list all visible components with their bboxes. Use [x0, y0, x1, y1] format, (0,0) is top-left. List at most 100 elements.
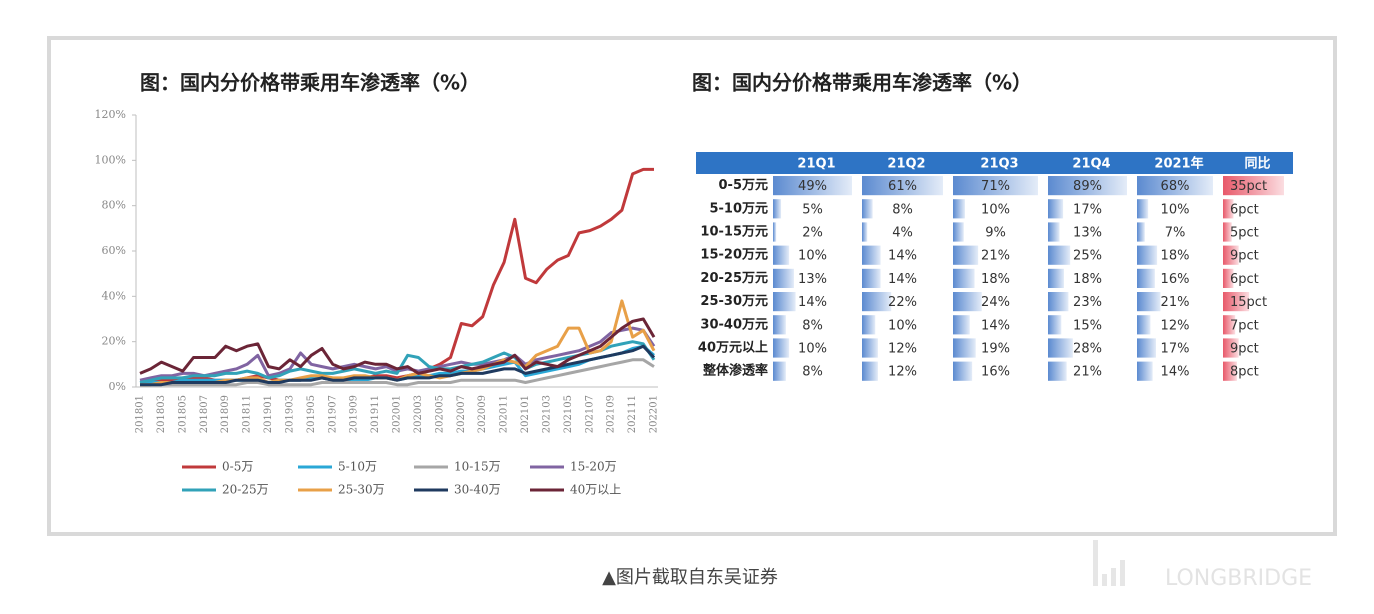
cell-value: 7%: [1165, 226, 1186, 241]
cell-value: 49%: [798, 179, 827, 194]
data-bar: [1223, 268, 1234, 288]
cell-value: 61%: [888, 179, 917, 194]
data-bar: [773, 268, 794, 288]
series-line: [139, 317, 656, 375]
watermark-icon: [1093, 540, 1125, 586]
x-tick-label: 202001: [392, 395, 403, 433]
cell-value: 12%: [888, 342, 917, 357]
cell-value: 25%: [1073, 249, 1102, 264]
y-tick-label: 0%: [109, 380, 126, 393]
data-bar: [1137, 199, 1149, 219]
column-header: 21Q2: [887, 157, 925, 172]
cell-value: 14%: [1161, 365, 1190, 380]
cell-value: 89%: [1073, 179, 1102, 194]
cell-value: 71%: [981, 179, 1010, 194]
row-label: 整体渗透率: [702, 363, 768, 379]
cell-value: 15pct: [1230, 295, 1267, 310]
x-tick-label: 201807: [199, 395, 210, 433]
cell-value: 13%: [798, 272, 827, 287]
data-bar: [773, 245, 790, 265]
legend-label: 25-30万: [338, 483, 385, 497]
row-label: 15-20万元: [700, 248, 768, 263]
cell-value: 7pct: [1230, 318, 1259, 333]
x-tick-label: 201905: [306, 395, 317, 433]
data-bar: [862, 338, 878, 358]
cell-value: 6pct: [1230, 202, 1259, 217]
cell-value: 14%: [888, 249, 917, 264]
data-bar: [1048, 361, 1067, 381]
x-tick-label: 202011: [499, 395, 510, 433]
column-header: 21Q4: [1072, 157, 1110, 172]
row-label: 5-10万元: [709, 201, 768, 216]
cell-value: 9pct: [1230, 342, 1259, 357]
x-tick-label: 202007: [456, 395, 467, 433]
cell-value: 4%: [892, 226, 913, 241]
cell-value: 22%: [888, 295, 917, 310]
table-header: [696, 152, 1293, 174]
legend-label: 20-25万: [222, 483, 269, 497]
cell-value: 18%: [1073, 272, 1102, 287]
data-bar: [1048, 268, 1064, 288]
x-tick-label: 202111: [627, 395, 638, 433]
cell-value: 68%: [1161, 179, 1190, 194]
cell-value: 8pct: [1230, 365, 1259, 380]
cell-value: 9pct: [1230, 249, 1259, 264]
legend-label: 30-40万: [454, 483, 501, 497]
data-bar: [1223, 176, 1284, 196]
cell-value: 12%: [888, 365, 917, 380]
y-tick-label: 60%: [102, 244, 126, 257]
series-line: [140, 344, 656, 387]
row-label: 20-25万元: [700, 271, 768, 286]
row-label: 25-30万元: [700, 294, 768, 309]
data-bar: [953, 268, 975, 288]
cell-value: 15%: [1073, 318, 1102, 333]
cell-value: 9%: [985, 226, 1006, 241]
legend-label: 0-5万: [222, 460, 253, 474]
frame: [47, 36, 1337, 536]
cell-value: 24%: [981, 295, 1010, 310]
data-bar: [862, 268, 881, 288]
x-tick-label: 202107: [584, 395, 595, 433]
data-bar: [953, 338, 976, 358]
cell-value: 21%: [1073, 365, 1102, 380]
cell-value: 10%: [981, 202, 1010, 217]
cell-value: 35pct: [1230, 179, 1267, 194]
data-bar: [1223, 292, 1250, 312]
cell-value: 18%: [981, 272, 1010, 287]
cell-value: 12%: [1161, 318, 1190, 333]
legend-label: 15-20万: [570, 460, 617, 474]
data-bar: [773, 292, 796, 312]
x-tick-label: 201805: [177, 395, 188, 433]
data-bar: [773, 222, 777, 242]
data-bar: [1048, 199, 1064, 219]
x-tick-label: 201803: [156, 395, 167, 433]
cell-value: 10%: [798, 342, 827, 357]
data-bar: [1137, 315, 1151, 335]
data-bar: [1048, 338, 1073, 358]
data-bar: [1048, 245, 1071, 265]
column-header: 21Q1: [797, 157, 835, 172]
data-bar: [862, 199, 873, 219]
cell-value: 8%: [892, 202, 913, 217]
cell-value: 28%: [1073, 342, 1102, 357]
y-tick-label: 20%: [102, 335, 126, 348]
chart-title: 图：国内分价格带乘用车渗透率（%）: [140, 71, 480, 95]
data-bar: [1137, 292, 1161, 312]
data-bar: [1048, 292, 1069, 312]
cell-value: 23%: [1073, 295, 1102, 310]
data-bar: [953, 199, 965, 219]
y-tick-label: 40%: [102, 289, 126, 302]
cell-value: 21%: [1161, 295, 1190, 310]
data-bar: [1223, 361, 1237, 381]
data-bar: [953, 361, 973, 381]
x-tick-label: 202005: [434, 395, 445, 433]
data-bar: [1223, 222, 1232, 242]
cell-value: 2%: [802, 226, 823, 241]
data-bar: [862, 245, 881, 265]
x-tick-label: 201907: [327, 395, 338, 433]
table-title: 图：国内分价格带乘用车渗透率（%）: [692, 71, 1032, 95]
y-tick-label: 120%: [95, 108, 126, 121]
data-bar: [1137, 176, 1213, 196]
column-header: 21Q3: [980, 157, 1018, 172]
cell-value: 19%: [981, 342, 1010, 357]
